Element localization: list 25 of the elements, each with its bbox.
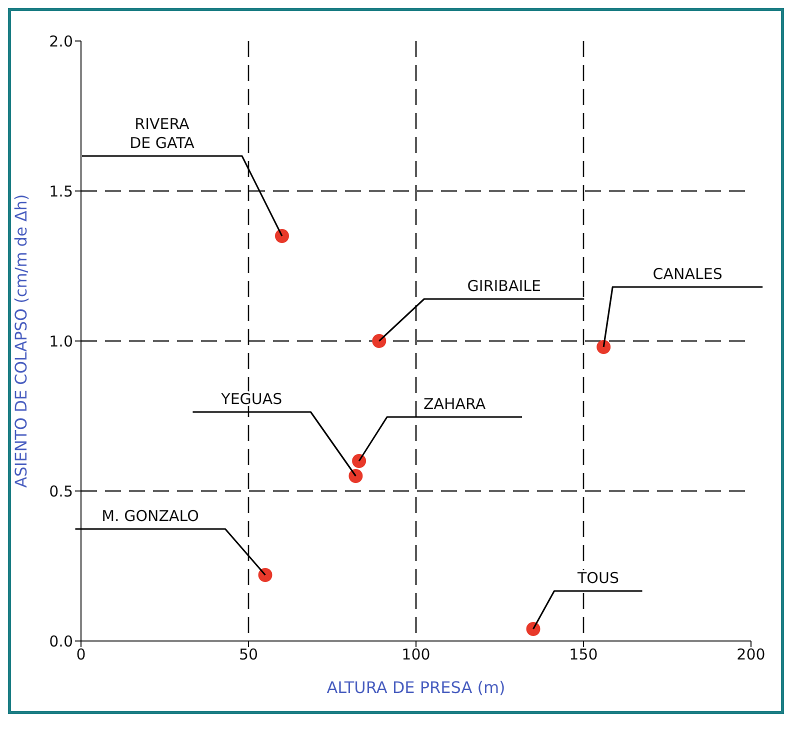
x-tick-label: 200 (736, 646, 766, 664)
annotation: YEGUAS (220, 390, 282, 408)
x-tick-label: 0 (76, 646, 86, 664)
x-tick-label: 100 (402, 646, 430, 664)
y-tick-label: 1.0 (49, 332, 73, 350)
point (258, 568, 272, 582)
x-tick-label: 150 (569, 646, 598, 664)
point (372, 334, 386, 348)
x-tick-label: 50 (238, 646, 258, 664)
point (596, 340, 611, 354)
x-axis-title: ALTURA DE PRESA (m) (326, 678, 506, 697)
y-tick-label: 0.0 (49, 632, 73, 650)
y-tick-label: 0.5 (49, 482, 73, 500)
point (526, 622, 540, 636)
y-tick-label: 1.5 (49, 182, 73, 200)
y-tick-label: 2.0 (49, 32, 73, 50)
point (352, 454, 366, 468)
annotation: RIVERA DE GATA (130, 115, 196, 152)
point (348, 469, 363, 483)
point (275, 229, 289, 243)
annotation: ZAHARA (423, 395, 486, 413)
y-axis-title: ASIENTO DE COLAPSO (cm/m de Δh) (12, 194, 31, 488)
annotation: CANALES (652, 265, 722, 283)
annotation: M. GONZALO (102, 507, 199, 525)
annotation: GIRIBAILE (467, 277, 542, 295)
